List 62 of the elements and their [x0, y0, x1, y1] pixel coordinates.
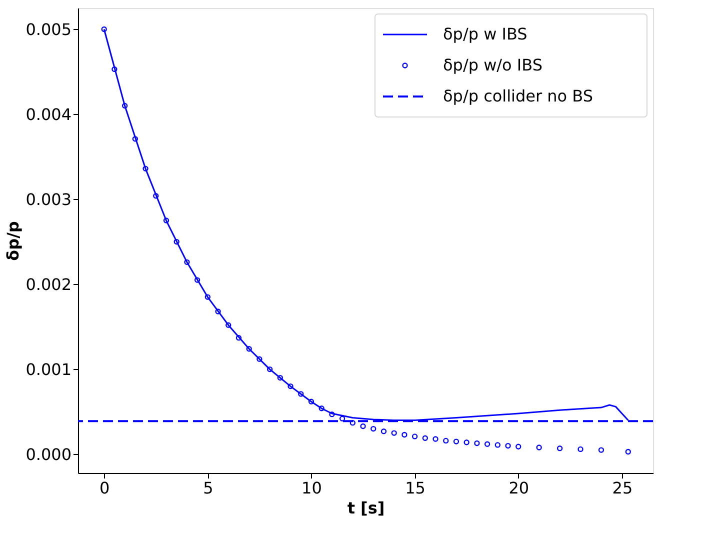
point — [308, 398, 314, 404]
point — [174, 238, 180, 245]
point — [380, 428, 387, 434]
point — [266, 366, 273, 372]
point — [112, 66, 118, 72]
point — [184, 259, 190, 266]
y-tick-label: 0.004 — [26, 104, 72, 124]
point — [432, 436, 438, 442]
point — [350, 420, 356, 426]
y-tick-label: 0.001 — [26, 360, 72, 379]
y-tick-label: 0.002 — [26, 274, 72, 294]
point — [226, 322, 232, 328]
point — [298, 391, 304, 397]
y-tick-label: 0.005 — [26, 20, 72, 39]
point — [598, 447, 604, 453]
point — [339, 416, 346, 422]
x-tick-label: 25 — [612, 478, 633, 498]
point — [516, 444, 522, 450]
point — [236, 335, 242, 341]
x-tick-label: 10 — [302, 478, 322, 498]
point — [256, 356, 262, 362]
point — [318, 406, 324, 412]
point — [246, 346, 252, 352]
point — [329, 412, 335, 418]
point — [412, 434, 418, 440]
point — [536, 444, 542, 450]
y-tick-label: 0.000 — [26, 444, 72, 464]
point — [474, 440, 480, 446]
point — [494, 442, 500, 448]
point — [402, 432, 408, 438]
point — [422, 435, 428, 441]
y-tick-label: 0.003 — [26, 190, 72, 209]
point — [391, 430, 397, 436]
point — [142, 166, 148, 172]
point — [215, 308, 221, 314]
x-axis-title: t [s] — [347, 498, 385, 518]
point — [625, 448, 631, 455]
point — [204, 294, 210, 300]
point — [132, 136, 138, 142]
point — [194, 277, 200, 283]
x-tick-label: 0 — [100, 478, 110, 498]
point — [484, 441, 490, 447]
x-tick-label: 20 — [508, 478, 530, 498]
legend-label: δp/p w IBS — [443, 24, 528, 44]
x-tick-label: 15 — [405, 478, 426, 498]
point — [453, 438, 460, 444]
point — [556, 446, 563, 452]
point — [122, 102, 128, 109]
point — [288, 383, 294, 390]
point — [443, 438, 449, 444]
point — [277, 374, 283, 381]
point — [578, 446, 584, 452]
point — [505, 442, 511, 449]
legend-label: δp/p collider no BS — [443, 86, 594, 106]
point — [153, 193, 159, 199]
point — [464, 440, 470, 446]
point — [360, 423, 366, 430]
point — [370, 426, 376, 432]
x-tick-label: 5 — [203, 478, 214, 498]
legend-label: δp/p w/o IBS — [443, 56, 542, 74]
y-axis-title: δp/p — [4, 221, 23, 261]
point — [163, 218, 170, 224]
